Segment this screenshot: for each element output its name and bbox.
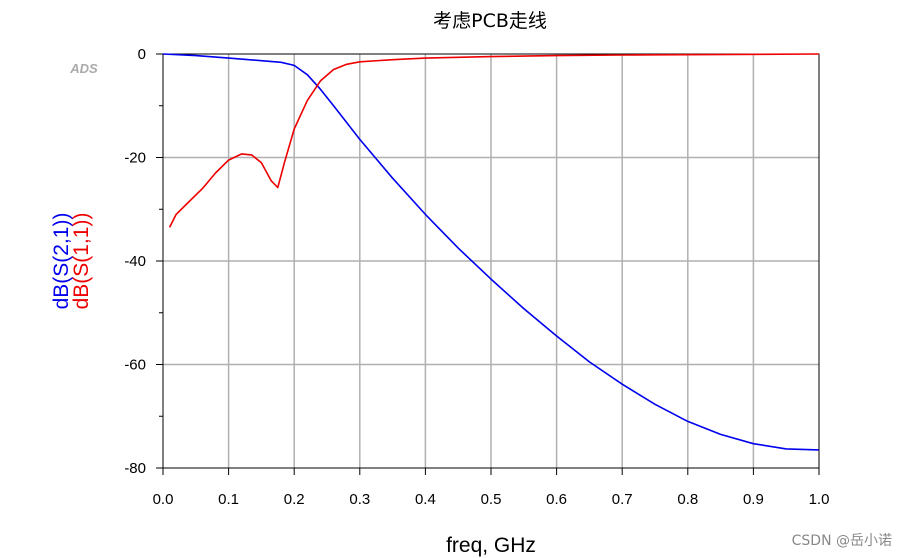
y-tick-label: -60 bbox=[124, 357, 146, 374]
grid bbox=[163, 54, 819, 468]
x-tick-label: 0.9 bbox=[743, 491, 764, 508]
series-lines bbox=[162, 53, 820, 451]
y-tick-label: -20 bbox=[124, 150, 146, 167]
x-tick-label: 1.0 bbox=[809, 491, 830, 508]
x-tick-label: 0.6 bbox=[546, 491, 567, 508]
x-tick-label: 0.4 bbox=[415, 491, 436, 508]
x-tick-label: 0.3 bbox=[349, 491, 370, 508]
x-tick-label: 0.1 bbox=[218, 491, 239, 508]
ticks bbox=[156, 53, 820, 475]
watermark: CSDN @岳小诺 bbox=[792, 533, 892, 549]
x-tick-label: 0.5 bbox=[481, 491, 502, 508]
y-axis-label-s11: dB(S(1,1)) bbox=[70, 213, 93, 310]
y-tick-label: -80 bbox=[124, 460, 146, 477]
x-tick-label: 0.8 bbox=[677, 491, 698, 508]
y-tick-labels: 0 -20 -40 -60 -80 bbox=[124, 46, 146, 477]
y-tick-label: 0 bbox=[138, 46, 146, 63]
chart-title: 考虑PCB走线 bbox=[433, 10, 547, 32]
ads-label: ADS bbox=[69, 61, 98, 76]
y-tick-label: -40 bbox=[124, 253, 146, 270]
series-line-s21 bbox=[162, 53, 820, 451]
series-line-s11 bbox=[168, 53, 820, 228]
x-axis-label: freq, GHz bbox=[446, 534, 536, 557]
x-tick-labels: 0.0 0.1 0.2 0.3 0.4 0.5 0.6 0.7 0.8 0.9 1.0 bbox=[153, 491, 830, 508]
y-axis-label-s21: dB(S(2,1)) bbox=[50, 213, 73, 310]
x-tick-label: 0.2 bbox=[284, 491, 305, 508]
x-tick-label: 0.0 bbox=[153, 491, 174, 508]
x-tick-label: 0.7 bbox=[612, 491, 633, 508]
